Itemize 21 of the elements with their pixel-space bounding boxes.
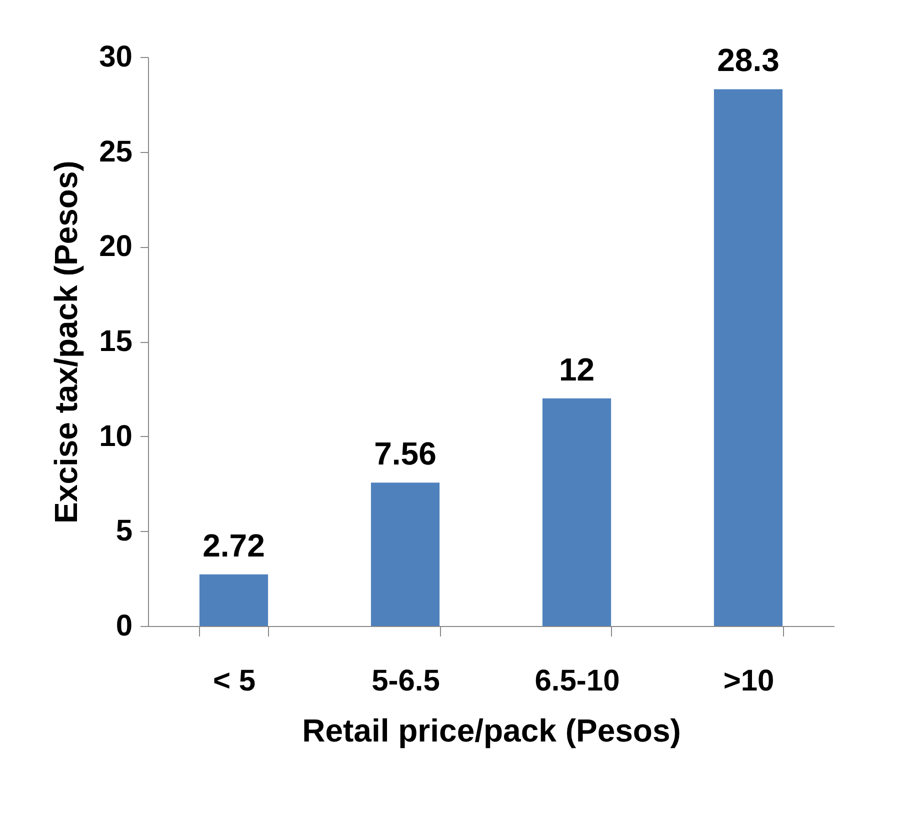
bar bbox=[714, 89, 783, 626]
y-tick-label: 5 bbox=[116, 514, 132, 548]
y-tick-label: 25 bbox=[99, 135, 132, 168]
y-tick-label: 20 bbox=[99, 230, 132, 264]
x-tick-label: >10 bbox=[723, 664, 774, 698]
data-label: 28.3 bbox=[717, 42, 780, 78]
x-axis-title: Retail price/pack (Pesos) bbox=[302, 712, 681, 748]
data-label: 2.72 bbox=[202, 527, 265, 564]
bar bbox=[370, 482, 440, 626]
x-tick-label: 6.5-10 bbox=[534, 664, 620, 698]
y-axis-title: Excise tax/pack (Pesos) bbox=[48, 160, 84, 524]
bar bbox=[542, 398, 612, 626]
x-tick-label: < 5 bbox=[212, 664, 256, 698]
data-label: 12 bbox=[558, 351, 595, 388]
y-tick-label: 30 bbox=[99, 40, 132, 74]
y-tick-label: 15 bbox=[99, 325, 132, 358]
bar bbox=[199, 574, 268, 626]
x-tick-label: 5-6.5 bbox=[372, 664, 440, 698]
data-label: 7.56 bbox=[374, 436, 436, 472]
y-tick-label: 0 bbox=[116, 610, 132, 642]
y-tick-label: 10 bbox=[99, 420, 132, 453]
